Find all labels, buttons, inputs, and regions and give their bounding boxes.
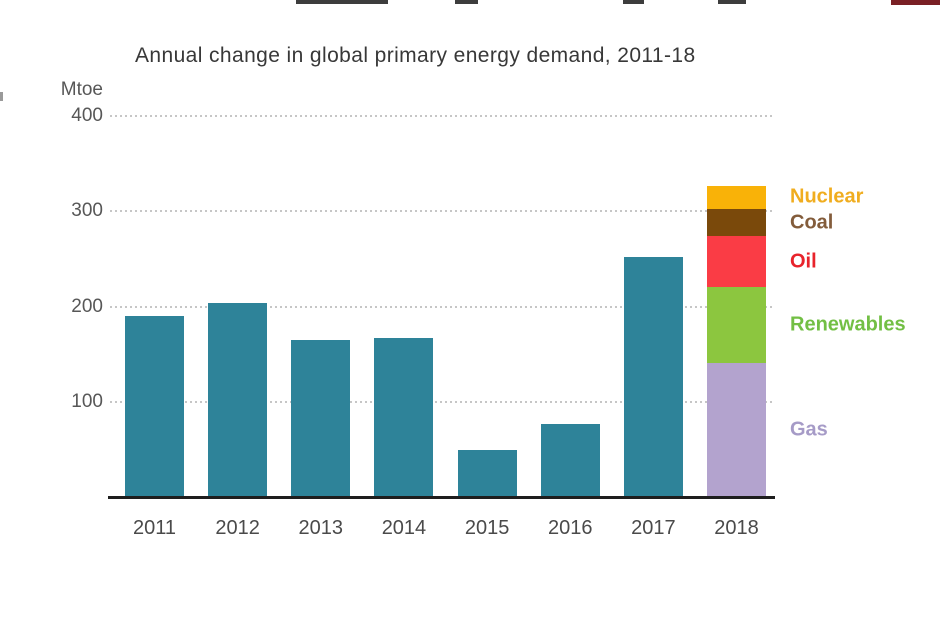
gridline-400	[110, 115, 775, 117]
chart-title: Annual change in global primary energy d…	[135, 44, 696, 67]
x-axis-line	[108, 496, 775, 499]
x-tick-label-2013: 2013	[298, 517, 344, 539]
x-tick-label-2016: 2016	[548, 517, 593, 539]
y-tick-label-400: 400	[71, 105, 103, 126]
bar-2012	[208, 302, 268, 497]
cropped-text-fragment	[718, 0, 746, 4]
legend-label-nuclear: Nuclear	[790, 185, 864, 208]
bar-2014	[374, 337, 434, 497]
bar-2017	[623, 256, 683, 497]
y-tick-label-200: 200	[71, 295, 103, 317]
y-tick-label-100: 100	[71, 390, 103, 412]
cropped-text-fragment	[455, 0, 478, 4]
cropped-edge-mark	[0, 92, 3, 101]
y-axis-unit-label: Mtoe	[60, 79, 103, 100]
bar-2018-segment-oil	[707, 236, 767, 288]
x-tick-label-2012: 2012	[215, 517, 260, 539]
legend-label-oil: Oil	[790, 250, 817, 273]
bar-2016	[540, 423, 600, 497]
bar-2018-segment-gas	[707, 362, 767, 497]
gridline-100	[110, 400, 775, 403]
gridline-300	[110, 210, 775, 213]
x-tick-label-2011: 2011	[132, 517, 176, 539]
bar-2018-segment-coal	[707, 209, 767, 236]
gridline-200	[110, 305, 775, 308]
legend-label-renewables: Renewables	[790, 313, 906, 336]
y-tick-label-300: 300	[71, 200, 103, 222]
x-tick-label-2015: 2015	[464, 517, 510, 539]
bar-2013	[291, 339, 351, 497]
x-tick-label-2017: 2017	[631, 517, 676, 539]
legend-label-coal: Coal	[790, 211, 834, 234]
cropped-text-fragment	[296, 0, 388, 4]
bar-2018-segment-nuclear	[707, 185, 767, 210]
x-tick-label-2014: 2014	[381, 517, 427, 539]
cropped-text-fragment	[623, 0, 644, 4]
bar-2011	[125, 316, 184, 497]
cropped-text-fragment	[891, 0, 940, 5]
bar-2018-segment-renewables	[707, 287, 767, 363]
x-tick-label-2018: 2018	[714, 517, 759, 539]
bar-2015	[457, 450, 517, 497]
legend-label-gas: Gas	[790, 418, 828, 441]
